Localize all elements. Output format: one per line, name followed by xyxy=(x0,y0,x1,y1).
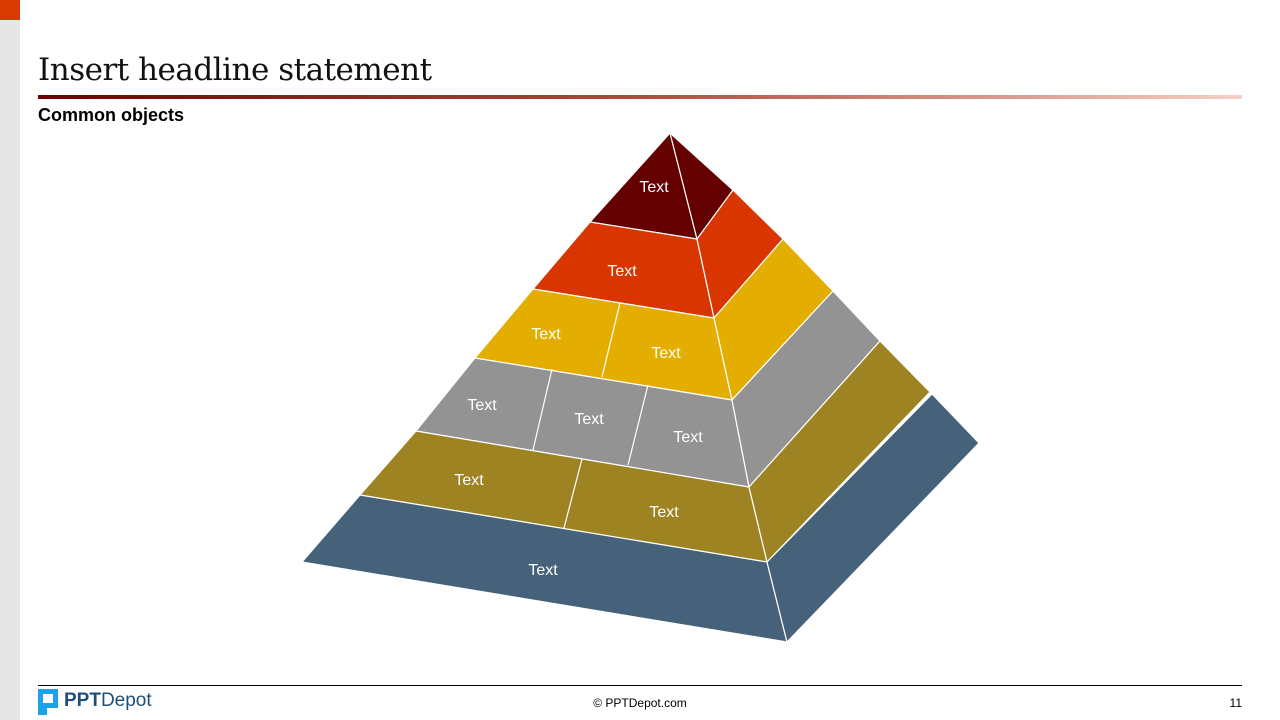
pyramid-level-5: Text Text xyxy=(358,340,931,564)
page-number: 11 xyxy=(1229,696,1242,710)
level-4-label-1[interactable]: Text xyxy=(467,397,497,414)
level-3-divider xyxy=(601,302,621,378)
level-4-divider-1 xyxy=(532,368,553,451)
left-sidebar-bar xyxy=(0,0,20,720)
level-5-label-2[interactable]: Text xyxy=(649,504,679,521)
pyramid-level-6: Text xyxy=(300,393,980,644)
level-2-label[interactable]: Text xyxy=(607,263,637,280)
slide-title: Insert headline statement xyxy=(38,52,432,88)
footer-divider xyxy=(38,685,1242,686)
level-4-divider-2 xyxy=(627,384,649,466)
level-5-label-1[interactable]: Text xyxy=(454,472,484,489)
pyramid-level-4: Text Text Text xyxy=(414,290,881,489)
level-6-side xyxy=(766,393,980,644)
level-4-label-3[interactable]: Text xyxy=(673,429,703,446)
level-5-side xyxy=(748,340,931,564)
pyramid-level-2: Text xyxy=(531,189,784,320)
accent-square xyxy=(0,0,20,20)
logo-text-regular: Depot xyxy=(100,690,152,711)
level-3-label-1[interactable]: Text xyxy=(531,326,561,343)
slide-subtitle: Common objects xyxy=(38,105,185,125)
title-underline xyxy=(38,95,1242,99)
level-6-label[interactable]: Text xyxy=(528,562,558,579)
pptdepot-logo: PPTDepot xyxy=(38,689,152,715)
level-3-label-2[interactable]: Text xyxy=(651,345,681,362)
level-5-divider xyxy=(563,458,583,529)
pyramid-level-1: Text xyxy=(588,131,734,241)
copyright-text: © PPTDepot.com xyxy=(593,696,687,710)
level-4-label-2[interactable]: Text xyxy=(574,411,604,428)
level-1-label[interactable]: Text xyxy=(639,179,669,196)
logo-text-bold: PPT xyxy=(64,690,101,711)
logo-mark-icon xyxy=(38,689,58,715)
